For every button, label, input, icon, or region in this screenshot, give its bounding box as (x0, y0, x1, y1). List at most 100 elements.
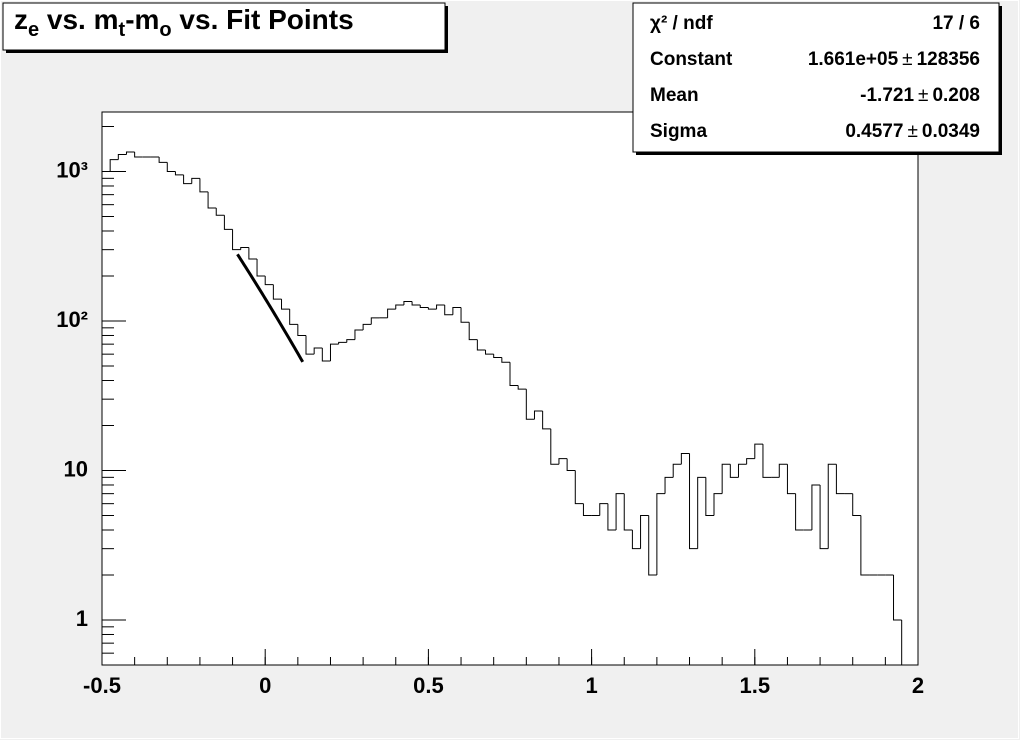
title-part: vs. m (39, 4, 118, 35)
stats-param: 0.4577 (845, 121, 903, 142)
histogram-bin (452, 307, 462, 315)
histogram-bin (656, 493, 666, 575)
histogram-bin (321, 347, 331, 362)
histogram-bin (533, 410, 543, 420)
histogram-bin (852, 493, 861, 516)
stats-value: 0.4577 ±0.0349 (845, 121, 980, 142)
title-part: vs. Fit Points (172, 4, 354, 35)
histogram-bin (680, 452, 690, 465)
stats-pm: ± (918, 85, 928, 106)
histogram-bin (827, 463, 837, 549)
histogram-bin (207, 191, 217, 209)
stats-value: 1.661e+05 ±128356 (808, 49, 980, 70)
histogram-bin (248, 247, 258, 260)
histogram-bin (427, 307, 437, 310)
title-part: -m (125, 4, 159, 35)
y-tick-label: 1 (76, 606, 88, 631)
stats-param: -1.721 (860, 85, 914, 106)
histogram-bin (158, 157, 168, 163)
histogram-bin (762, 444, 772, 478)
histogram-bin (811, 484, 821, 530)
histogram-bin (444, 304, 453, 316)
histogram-bin (550, 428, 559, 465)
histogram-bin (713, 493, 723, 516)
histogram-bin (786, 464, 796, 495)
histogram-bin (101, 170, 111, 665)
histogram-bin (395, 304, 404, 310)
fit-curve (236, 253, 305, 363)
stats-label: Constant (650, 49, 733, 70)
x-tick-label: 1 (585, 673, 597, 698)
title-box (2, 2, 446, 51)
histogram-bin (109, 159, 119, 172)
y-tick-label: 10² (56, 307, 88, 332)
histogram-bin (631, 529, 641, 550)
stats-value: -1.721 ±0.208 (860, 85, 980, 106)
histogram-bin (362, 323, 372, 331)
histogram-bin (387, 308, 396, 318)
histogram-bin (517, 385, 527, 390)
stats-pm: ± (902, 49, 912, 70)
histogram-bin (305, 335, 315, 355)
histogram-bin (664, 476, 674, 494)
histogram-bin (795, 493, 804, 531)
histogram-bin (346, 339, 355, 343)
histogram-bin (272, 284, 282, 300)
histogram-bin (721, 463, 731, 494)
x-tick-label: 1.5 (740, 673, 771, 698)
histogram-bin (860, 515, 870, 576)
histogram-bin (566, 458, 576, 471)
histogram-bin (329, 343, 339, 362)
histogram-bin (893, 574, 902, 621)
title-part: z (14, 4, 28, 35)
histogram-bin (835, 464, 845, 495)
stats-error: 0.208 (932, 85, 980, 106)
histogram-bin (648, 515, 657, 576)
histogram-bin (737, 463, 747, 478)
histogram-bin (191, 177, 200, 184)
histogram-bin (411, 301, 421, 306)
plot-frame (101, 111, 919, 666)
histogram-bin (313, 347, 323, 355)
x-tick-label: -0.5 (83, 673, 121, 698)
histogram-bin (134, 152, 143, 158)
x-tick-label: 0 (259, 673, 271, 698)
histogram-bin (754, 443, 763, 459)
title-part: t (119, 19, 126, 41)
stats-label: χ² / ndf (650, 13, 713, 34)
histogram-bin (199, 178, 209, 193)
stats-label: Sigma (650, 121, 707, 142)
stats-error: 0.0349 (922, 121, 980, 142)
histogram-bin (468, 322, 478, 341)
histogram-bin (493, 354, 502, 358)
x-tick-label: 0.5 (413, 673, 444, 698)
histogram-bin (574, 470, 584, 505)
histogram-bin (403, 301, 413, 305)
histogram-bin (256, 258, 266, 277)
histogram-bin (297, 324, 306, 336)
histogram-bin (223, 215, 233, 230)
stats-label: Mean (650, 85, 699, 106)
histogram-bin (117, 153, 127, 160)
title-part: e (28, 19, 39, 41)
stats-param: 1.661e+05 (808, 49, 899, 70)
histogram-bin (640, 514, 649, 549)
histogram-bin (476, 339, 486, 351)
histogram-bin (174, 171, 184, 176)
histogram-bin (183, 174, 192, 185)
histogram-bin (485, 349, 494, 355)
histogram-bin (501, 357, 510, 363)
y-tick-label: 10³ (56, 157, 88, 182)
histogram-bin (281, 299, 290, 310)
stats-error: 128356 (917, 49, 980, 70)
histogram-bin (509, 362, 519, 387)
histogram-bin (705, 477, 714, 516)
histogram-bin (370, 317, 380, 325)
histogram-bin (166, 162, 176, 172)
histogram-bin (240, 247, 249, 250)
x-tick-label: 2 (912, 673, 924, 698)
stats-box (632, 2, 1000, 153)
histogram-bin (338, 341, 347, 345)
histogram-bin (697, 476, 706, 549)
